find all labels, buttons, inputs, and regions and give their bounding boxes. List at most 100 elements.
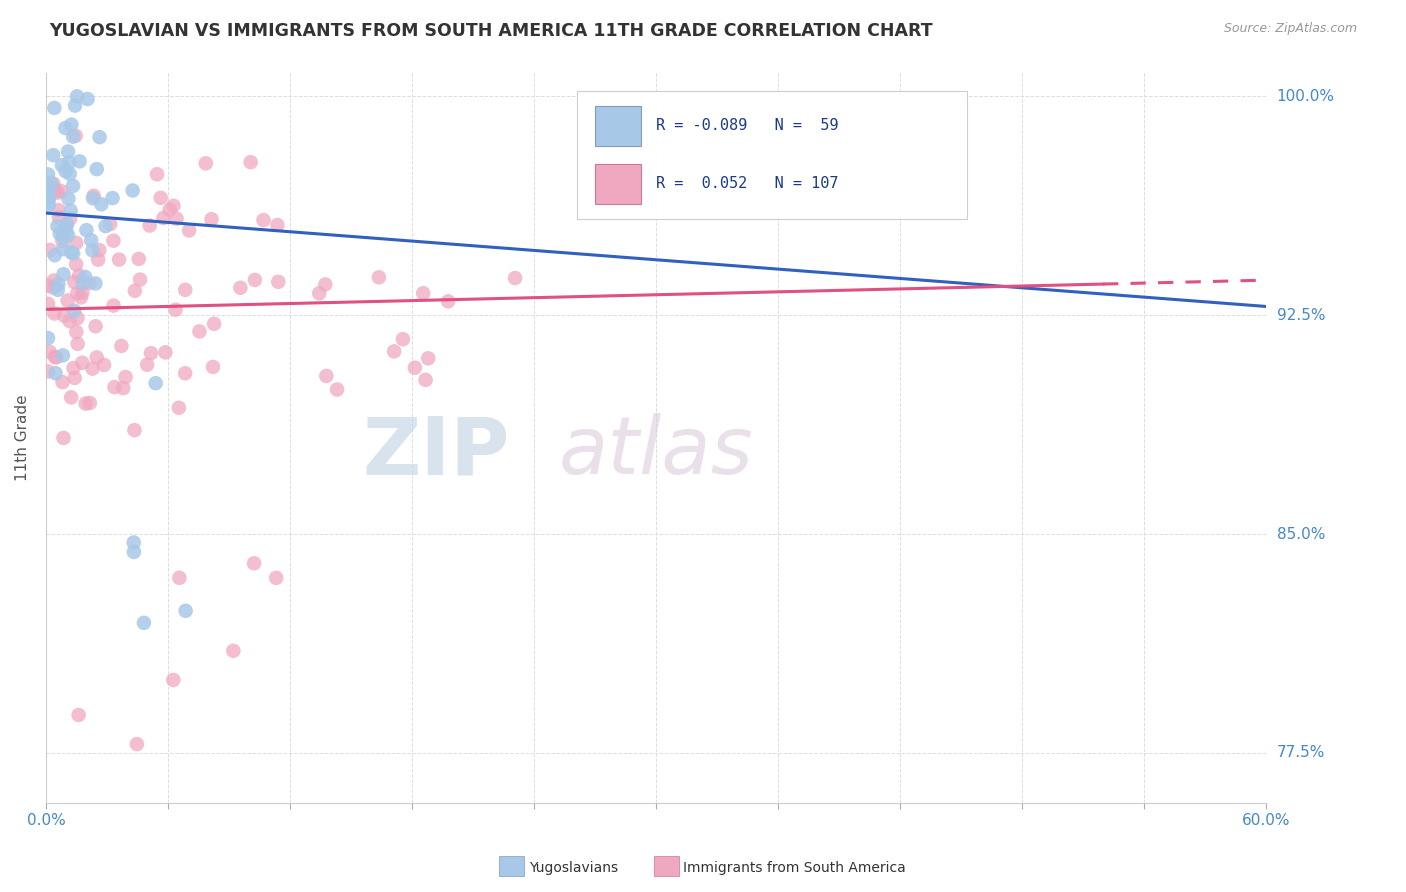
Text: Yugoslavians: Yugoslavians (529, 861, 617, 875)
Point (69, 154, 91, 169)
Point (60, 390, 83, 404)
Point (264, 571, 287, 585)
Point (46, 219, 69, 233)
Point (44, 101, 66, 115)
Point (84, 319, 107, 334)
Point (52, 242, 75, 256)
Point (77, 277, 100, 291)
Point (103, 380, 125, 394)
Point (101, 191, 124, 205)
Point (51, 234, 73, 248)
Point (56, 145, 79, 159)
Point (62, 361, 84, 376)
Point (326, 383, 349, 397)
Point (52, 348, 75, 362)
Point (66, 89, 89, 103)
Point (72, 285, 94, 300)
Point (56, 228, 79, 243)
Point (63, 275, 86, 289)
Point (49, 227, 72, 241)
Point (65, 235, 87, 250)
Point (174, 283, 197, 297)
Point (83, 188, 105, 202)
Point (59, 203, 82, 218)
Point (86, 162, 108, 177)
Text: 85.0%: 85.0% (1277, 526, 1324, 541)
Point (114, 370, 136, 384)
Point (59, 314, 82, 328)
Point (42, 148, 65, 162)
Point (46, 186, 69, 200)
Point (75, 269, 97, 284)
Point (52, 224, 75, 238)
Point (70, 290, 93, 304)
Point (63, 303, 86, 318)
Point (222, 644, 245, 658)
Point (75, 396, 97, 410)
Text: 77.5%: 77.5% (1277, 746, 1324, 760)
Point (38, 344, 60, 359)
Point (58, 155, 80, 169)
Point (45, 366, 67, 380)
Point (503, 271, 526, 285)
Point (149, 191, 172, 205)
Point (169, 571, 191, 585)
Point (89, 243, 111, 257)
Point (86, 351, 108, 365)
Point (159, 202, 181, 217)
Point (45, 351, 67, 365)
Point (63, 371, 86, 385)
Text: Source: ZipAtlas.com: Source: ZipAtlas.com (1223, 22, 1357, 36)
Point (38, 190, 60, 204)
Point (52, 229, 75, 244)
Point (314, 277, 336, 292)
Text: ZIP: ZIP (363, 413, 509, 491)
Point (229, 281, 252, 295)
Text: atlas: atlas (558, 413, 754, 491)
Bar (595, 164, 641, 204)
Point (201, 359, 224, 374)
Bar (595, 106, 641, 146)
Point (72, 277, 94, 291)
Point (55, 121, 77, 136)
Point (146, 167, 169, 181)
Point (392, 332, 415, 346)
Point (132, 615, 155, 630)
Point (103, 299, 125, 313)
Point (87, 252, 110, 267)
Point (194, 156, 217, 170)
Point (76, 92, 98, 106)
Point (44, 248, 66, 262)
Point (48, 203, 70, 218)
Point (65, 325, 87, 339)
Point (67, 268, 90, 283)
Point (98, 217, 121, 231)
Point (125, 737, 148, 751)
Point (418, 351, 440, 366)
Point (252, 213, 274, 227)
Point (37, 278, 59, 293)
Point (166, 211, 188, 226)
Point (70, 356, 93, 370)
Y-axis label: 11th Grade: 11th Grade (15, 394, 30, 481)
Point (267, 275, 290, 289)
Point (51, 184, 73, 198)
Point (415, 373, 437, 387)
Point (55, 218, 77, 232)
Point (42, 273, 65, 287)
Point (122, 545, 145, 559)
Point (56, 218, 79, 232)
Point (37, 297, 59, 311)
Point (110, 339, 132, 353)
Point (121, 184, 143, 198)
Text: 100.0%: 100.0% (1277, 89, 1334, 103)
Point (55, 164, 77, 178)
Point (188, 325, 211, 339)
Point (82, 361, 104, 376)
Point (145, 376, 167, 391)
Point (239, 155, 262, 169)
Point (46, 283, 69, 297)
Point (52, 267, 75, 281)
Point (165, 302, 187, 317)
Point (39, 243, 62, 257)
